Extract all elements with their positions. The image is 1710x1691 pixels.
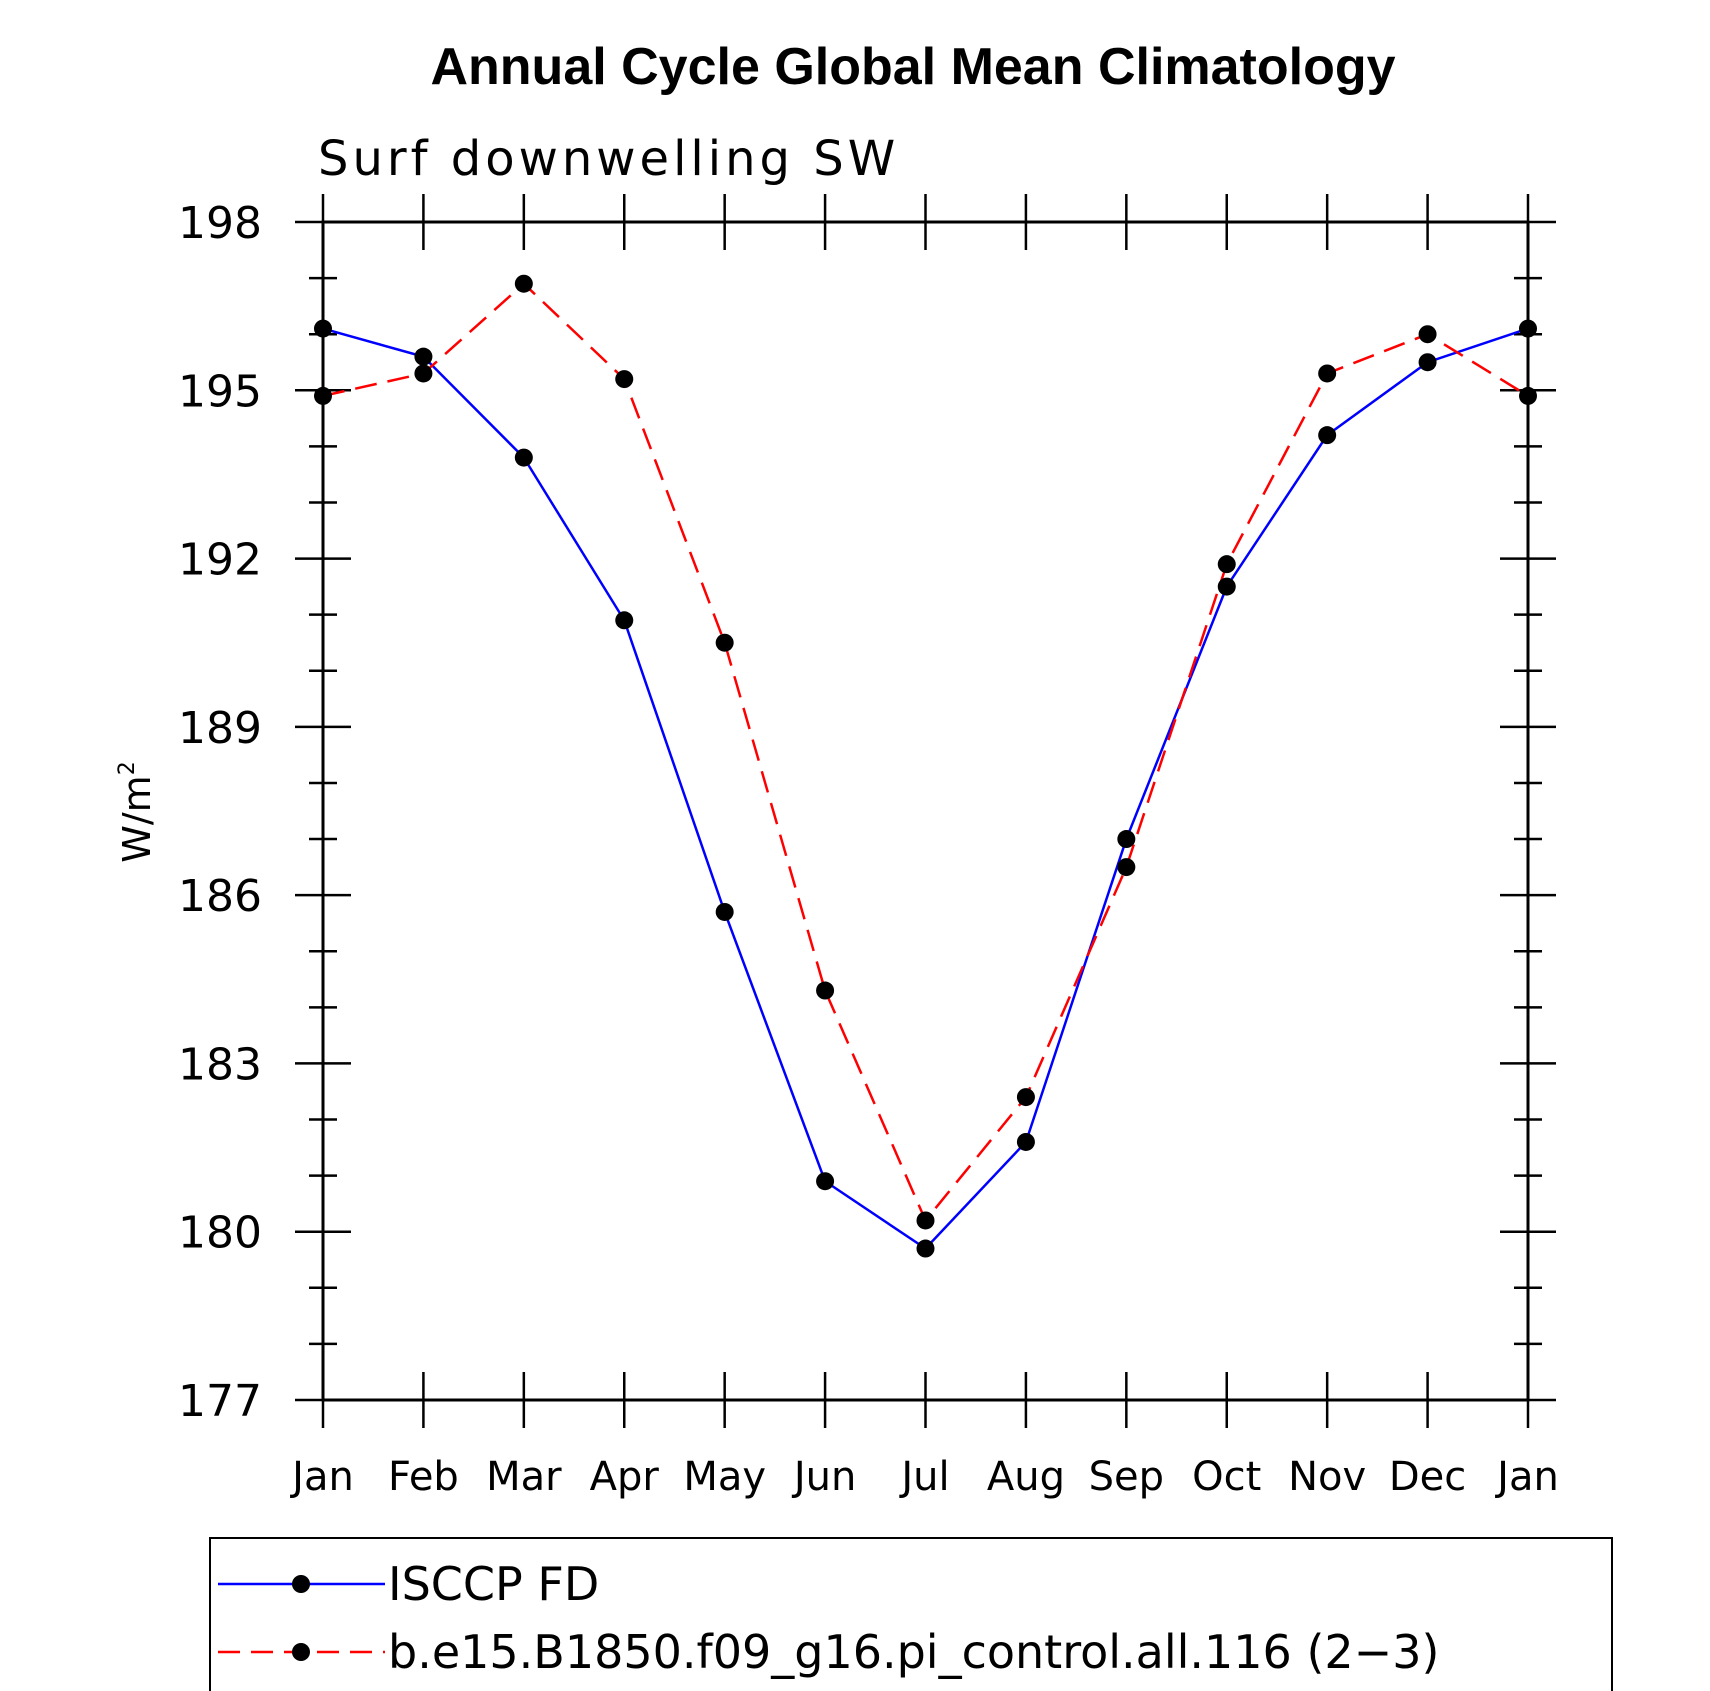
- series-1-point: [1418, 325, 1437, 344]
- x-tick-label: Oct: [1192, 1454, 1261, 1500]
- x-tick-label: Nov: [1288, 1454, 1366, 1500]
- series-0-point: [414, 347, 433, 366]
- series-0-point: [816, 1172, 835, 1191]
- x-tick-label: Feb: [388, 1454, 459, 1500]
- series-1-point: [615, 370, 634, 389]
- y-tick-label: 177: [178, 1376, 262, 1427]
- series-0-point: [514, 448, 533, 467]
- y-tick-label: 189: [178, 703, 262, 754]
- series-line-0: [322, 327, 1529, 1251]
- chart-title: Annual Cycle Global Mean Climatology: [430, 38, 1395, 96]
- series-1-point: [1117, 858, 1136, 877]
- series-1-point: [514, 274, 533, 293]
- series-1-point: [1318, 364, 1337, 383]
- y-tick-label: 180: [178, 1208, 262, 1259]
- y-tick-label: 192: [178, 535, 262, 586]
- legend-box: [209, 1537, 1613, 1691]
- series-1-point: [816, 981, 835, 1000]
- plot-frame: [321, 220, 1530, 1402]
- y-tick-labels: 177 180 183 186 189 192 195 198: [178, 198, 262, 1427]
- x-tick-label: Jan: [1494, 1454, 1559, 1500]
- series-layer: [314, 274, 1537, 1258]
- legend-marker-0: [292, 1575, 310, 1593]
- series-0-point: [615, 611, 634, 630]
- y-tick-label: 195: [178, 366, 262, 417]
- series-0-point: [715, 902, 734, 921]
- x-tick-labels: Jan Feb Mar Apr May Jun Jul Aug Sep Oct Nov Dec Jan: [289, 1454, 1559, 1500]
- x-tick-label: Jan: [289, 1454, 354, 1500]
- series-1-point: [1217, 555, 1236, 574]
- y-tick-label: 198: [178, 198, 262, 249]
- y-axis-label-superscript: 2: [115, 761, 140, 775]
- chart-subtitle: Surf downwelling SW: [318, 131, 899, 187]
- series-0-point: [1117, 830, 1136, 849]
- series-1-point: [414, 364, 433, 383]
- x-tick-label: Aug: [987, 1454, 1065, 1500]
- x-tick-label: Apr: [590, 1454, 660, 1500]
- x-tick-label: Dec: [1389, 1454, 1466, 1500]
- series-0-point: [1016, 1132, 1035, 1151]
- series-1-point: [916, 1211, 935, 1230]
- y-tick-label: 186: [178, 871, 262, 922]
- series-0-point: [1418, 353, 1437, 372]
- x-tick-label: Jun: [791, 1454, 857, 1500]
- x-tick-label: May: [683, 1454, 766, 1500]
- series-1-point: [715, 633, 734, 652]
- legend: ISCCP FD b.e15.B1850.f09_g16.pi_control.a…: [209, 1537, 1613, 1691]
- legend-items: ISCCP FD b.e15.B1850.f09_g16.pi_control.a…: [218, 1557, 1439, 1679]
- y-tick-label: 183: [178, 1039, 262, 1090]
- series-0-point: [916, 1239, 935, 1258]
- x-tick-label: Jul: [898, 1454, 949, 1500]
- series-1-point: [1016, 1088, 1035, 1107]
- series-0-point: [1318, 426, 1337, 445]
- x-tick-label: Mar: [486, 1454, 562, 1500]
- series-line-1: [322, 282, 1529, 1223]
- y-axis-label-text: W/m: [115, 775, 159, 862]
- legend-marker-1: [292, 1643, 310, 1661]
- series-0-point: [1217, 577, 1236, 596]
- x-tick-label: Sep: [1089, 1454, 1164, 1500]
- legend-label-1: b.e15.B1850.f09_g16.pi_control.all.116 (…: [388, 1625, 1439, 1679]
- y-axis-label: W/m2: [115, 761, 159, 862]
- legend-label-0: ISCCP FD: [388, 1557, 599, 1611]
